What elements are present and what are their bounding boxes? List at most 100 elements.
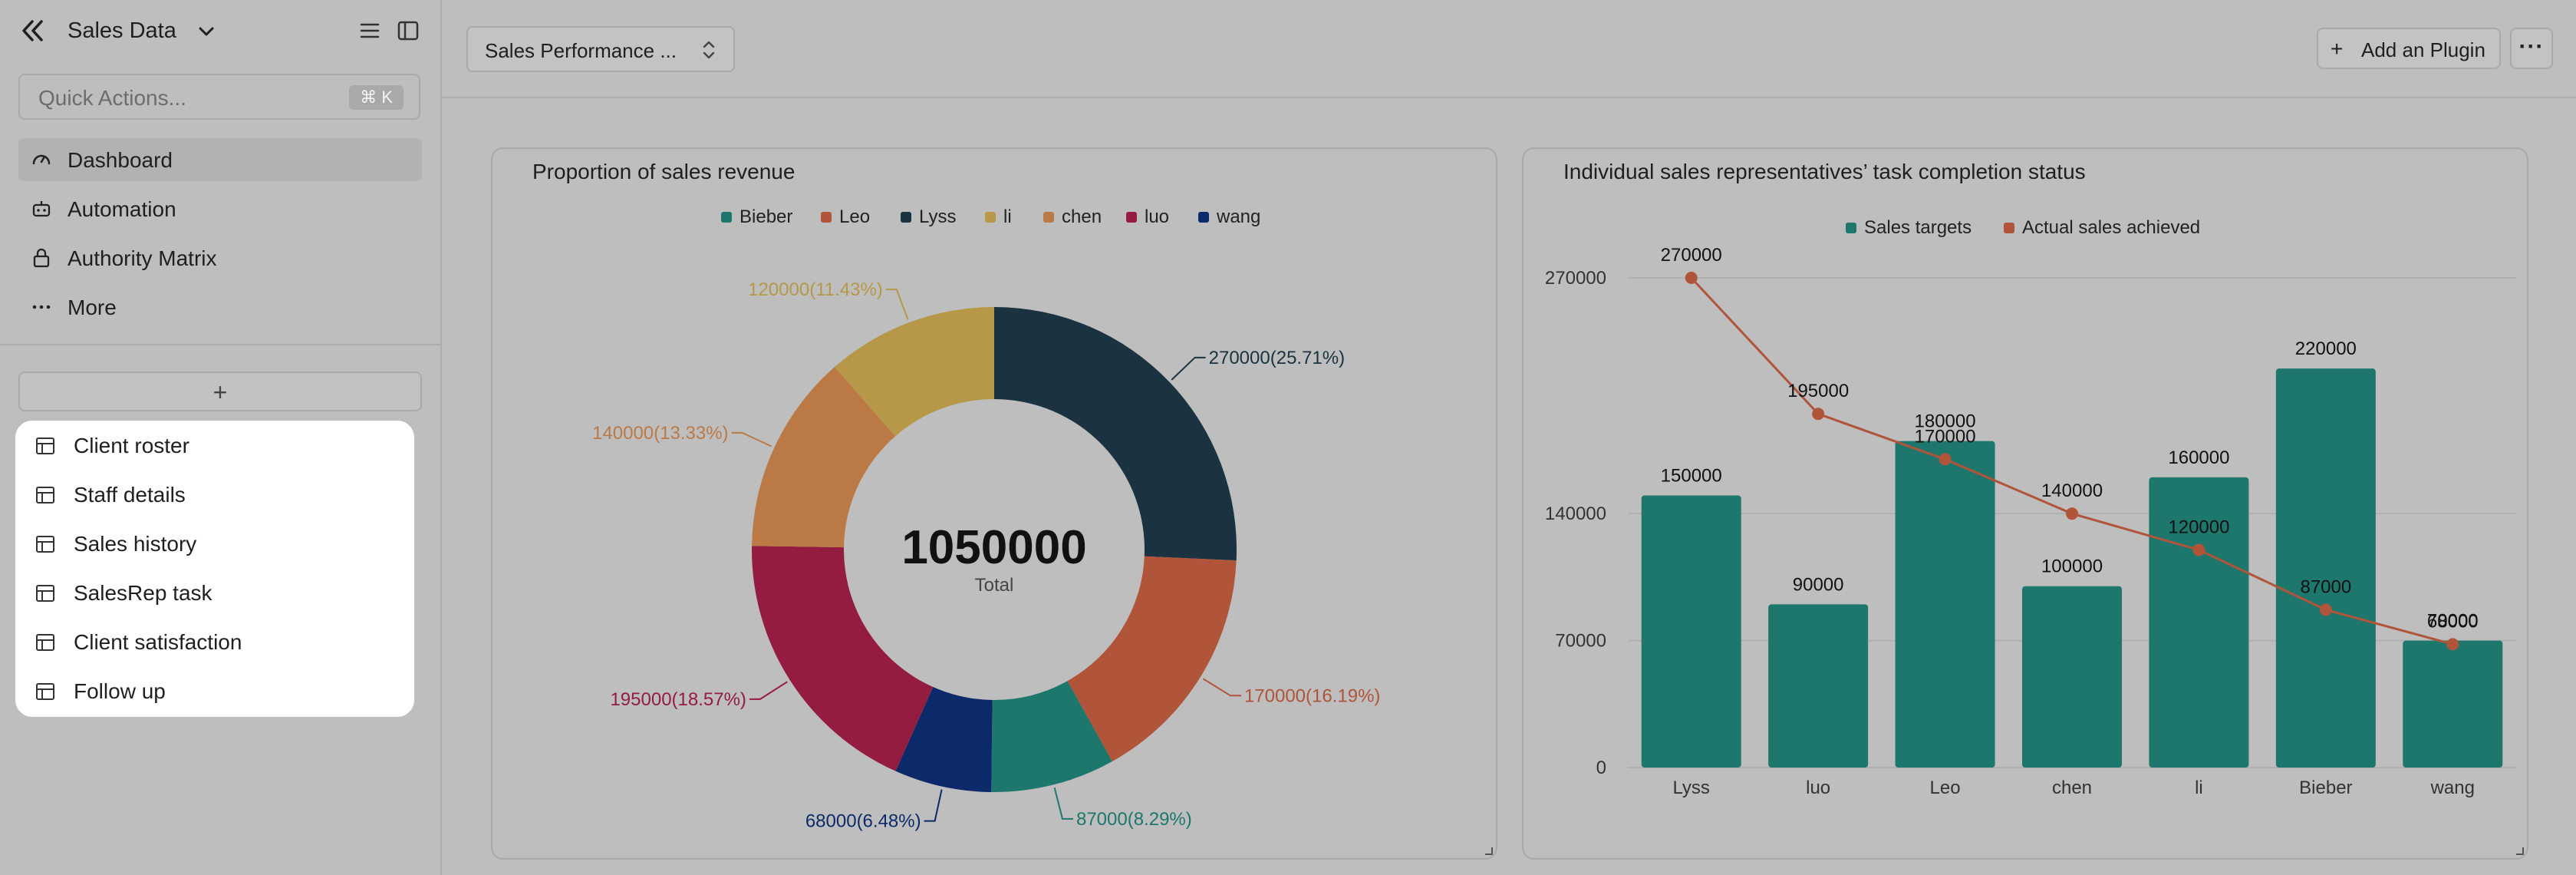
x-tick-label: wang [2430, 778, 2475, 798]
pie-slice [994, 307, 1237, 561]
table-grid-icon [36, 683, 54, 700]
plus-icon: + [2331, 37, 2344, 61]
pie-slice [1067, 556, 1237, 761]
legend-swatch [901, 212, 911, 223]
nav-item-label: More [68, 296, 117, 319]
chart-title: Proportion of sales revenue [532, 160, 796, 183]
bar-data-label: 180000 [1915, 411, 1976, 432]
line-point [2066, 507, 2078, 520]
pie-center-value: 1050000 [901, 521, 1086, 574]
pie-leader-line [1053, 787, 1073, 820]
bar-data-label: 100000 [2041, 556, 2103, 577]
table-item-sales-history[interactable]: Sales history [15, 519, 414, 568]
x-tick-label: Leo [1930, 778, 1961, 798]
table-grid-icon [36, 634, 54, 651]
pie-slice [835, 307, 994, 437]
sidebar: Sales Data Quick Actions... ⌘ K Dashboar… [0, 0, 442, 875]
add-plugin-button[interactable]: + Add an Plugin [2317, 28, 2501, 69]
bar [2149, 477, 2249, 768]
pie-slice [752, 367, 896, 548]
bar-data-label: 160000 [2168, 447, 2229, 468]
table-item-label: Sales history [74, 532, 197, 556]
legend-item: Leo [839, 206, 870, 227]
pie-data-label: 270000(25.71%) [1209, 348, 1345, 368]
legend-swatch [1846, 223, 1856, 233]
line-point [2192, 543, 2205, 556]
pie-data-label: 68000(6.48%) [805, 811, 921, 832]
table-item-staff-details[interactable]: Staff details [15, 470, 414, 519]
pie-data-label: 195000(18.57%) [610, 689, 746, 710]
x-tick-label: chen [2052, 778, 2092, 798]
bar [2403, 640, 2503, 768]
pie-data-label: 170000(16.19%) [1244, 685, 1380, 706]
pie-slice [991, 681, 1112, 792]
table-item-salesrep-task[interactable]: SalesRep task [15, 568, 414, 617]
quick-actions-search[interactable]: Quick Actions... ⌘ K [18, 74, 420, 120]
line-data-label: 120000 [2168, 517, 2229, 537]
double-chevron-left-icon[interactable] [17, 15, 48, 46]
bar [2275, 368, 2376, 768]
pie-leader-line [1171, 356, 1206, 381]
plus-icon: + [212, 378, 228, 406]
legend-swatch [1198, 212, 1209, 223]
bar [2022, 586, 2122, 768]
dashboard-gauge-icon [32, 154, 51, 165]
resize-handle-icon[interactable] [2515, 846, 2524, 855]
bar [1895, 441, 1995, 768]
y-tick-label: 140000 [1545, 504, 1606, 524]
table-item-client-satisfaction[interactable]: Client satisfaction [15, 617, 414, 666]
line-point [1812, 408, 1825, 421]
dashboard-selector[interactable]: Sales Performance ... [466, 26, 735, 72]
bar-data-label: 70000 [2427, 611, 2479, 632]
legend-swatch [821, 212, 832, 223]
pie-leader-line [885, 289, 909, 320]
quick-actions-placeholder: Quick Actions... [38, 86, 186, 110]
pie-chart-card[interactable]: Proportion of sales revenue Bieber Leo Lys… [491, 147, 1497, 860]
legend-item: Bieber [740, 206, 792, 227]
legend-item: wang [1216, 206, 1260, 227]
nav-item-label: Automation [68, 197, 176, 221]
dashboard-toolbar: Sales Performance ... + Add an Plugin ··… [442, 0, 2576, 98]
table-item-follow-up[interactable]: Follow up [15, 666, 414, 715]
nav-item-more[interactable]: More [18, 286, 422, 329]
pie-data-label: 140000(13.33%) [592, 423, 728, 444]
nav-item-authority-matrix[interactable]: Authority Matrix [18, 236, 422, 279]
line-point [2319, 603, 2332, 616]
chevron-down-icon[interactable] [198, 25, 215, 38]
resize-handle-icon[interactable] [1484, 846, 1493, 855]
line-data-label: 140000 [2041, 480, 2103, 501]
base-title[interactable]: Sales Data [68, 18, 176, 43]
table-item-client-roster[interactable]: Client roster [15, 421, 414, 470]
chevron-up-down-icon [703, 41, 715, 59]
line-data-label: 170000 [1915, 426, 1976, 447]
list-icon[interactable] [357, 18, 382, 43]
y-tick-label: 270000 [1545, 268, 1606, 289]
robot-icon [32, 201, 51, 217]
pie-leader-line [924, 789, 943, 822]
legend-item: Lyss [919, 206, 956, 227]
more-options-button[interactable]: ··· [2510, 28, 2553, 69]
line-data-label: 195000 [1787, 381, 1849, 401]
line-point [2446, 638, 2459, 651]
table-grid-icon [36, 438, 54, 454]
legend-swatch [1043, 212, 1054, 223]
nav-item-dashboard[interactable]: Dashboard [18, 138, 422, 181]
pie-slice [752, 546, 934, 771]
line-point [1685, 272, 1698, 284]
table-grid-icon [36, 536, 54, 553]
sidebar-panel-icon[interactable] [396, 18, 420, 43]
legend-item: luo [1145, 206, 1169, 227]
line-data-label: 87000 [2300, 576, 2351, 597]
x-tick-label: li [2195, 778, 2203, 798]
line-data-label: 68000 [2427, 611, 2479, 632]
pie-chart: Bieber Leo Lyss li chen luo wang 270000(25.71%)… [592, 206, 1380, 832]
pie-leader-line [1202, 678, 1241, 697]
add-table-button[interactable]: + [18, 371, 422, 411]
nav-item-automation[interactable]: Automation [18, 187, 422, 230]
line-data-label: 270000 [1661, 245, 1722, 266]
add-plugin-label: Add an Plugin [2361, 38, 2485, 61]
bar-data-label: 150000 [1661, 466, 1722, 487]
bar-chart-card[interactable]: Individual sales representatives’ task c… [1522, 147, 2528, 860]
bar-data-label: 90000 [1793, 574, 1844, 595]
line-point [1939, 453, 1952, 466]
